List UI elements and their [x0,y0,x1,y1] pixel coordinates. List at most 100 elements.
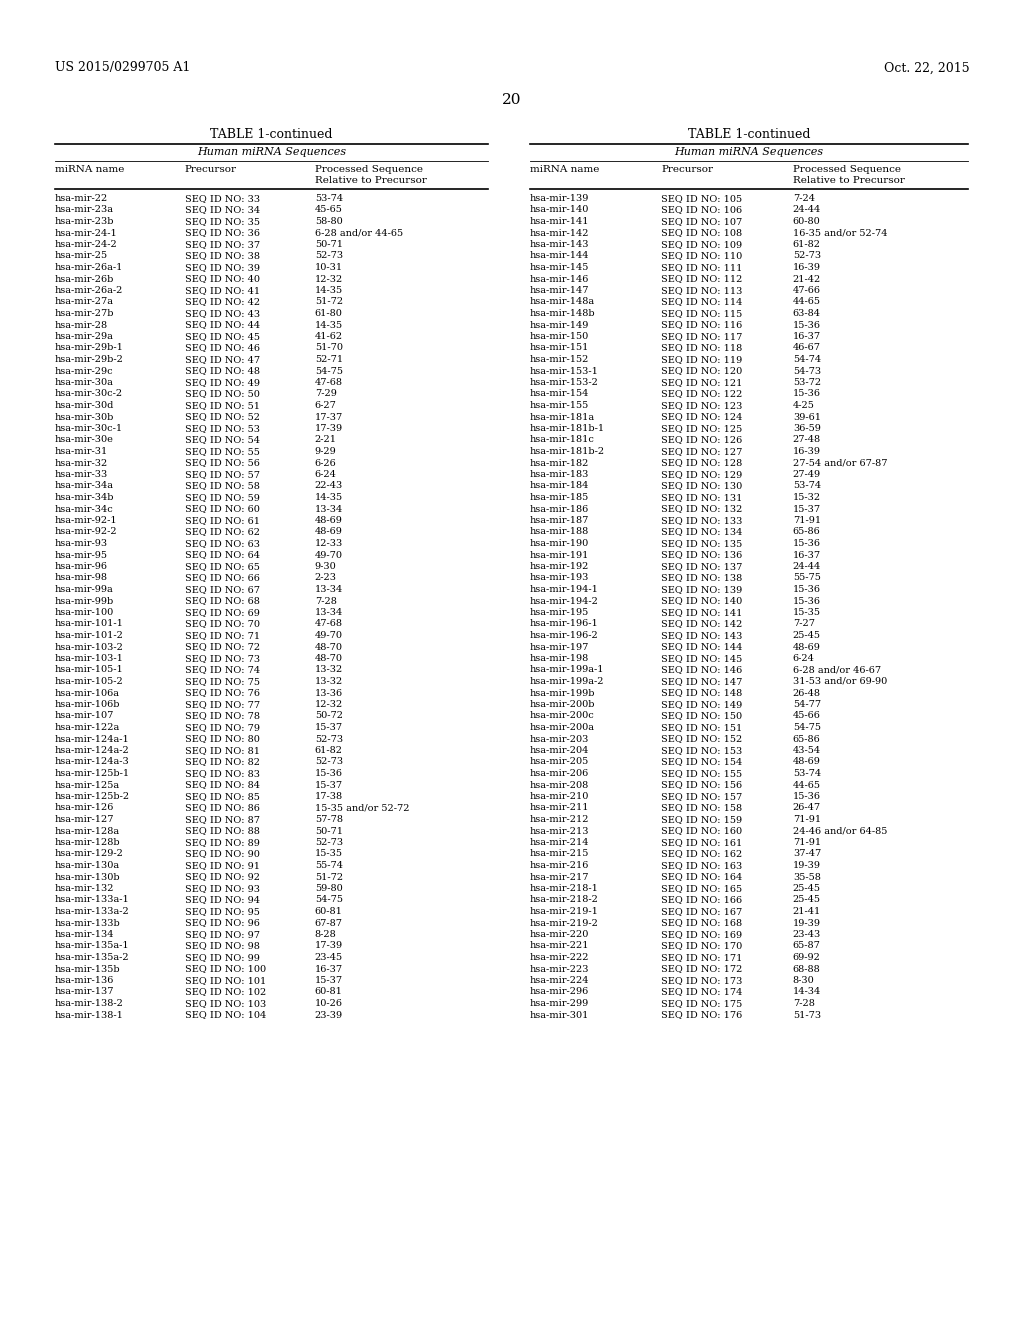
Text: SEQ ID NO: 133: SEQ ID NO: 133 [662,516,742,525]
Text: SEQ ID NO: 36: SEQ ID NO: 36 [185,228,260,238]
Text: SEQ ID NO: 127: SEQ ID NO: 127 [662,447,742,455]
Text: hsa-mir-30b: hsa-mir-30b [55,412,115,421]
Text: hsa-mir-34c: hsa-mir-34c [55,504,114,513]
Text: hsa-mir-216: hsa-mir-216 [530,861,590,870]
Text: SEQ ID NO: 132: SEQ ID NO: 132 [662,504,742,513]
Text: SEQ ID NO: 122: SEQ ID NO: 122 [662,389,742,399]
Text: 49-70: 49-70 [314,631,343,640]
Text: SEQ ID NO: 81: SEQ ID NO: 81 [185,746,260,755]
Text: 21-41: 21-41 [793,907,821,916]
Text: SEQ ID NO: 34: SEQ ID NO: 34 [185,206,260,214]
Text: 25-45: 25-45 [793,631,821,640]
Text: Human miRNA Sequences: Human miRNA Sequences [197,147,346,157]
Text: 50-72: 50-72 [314,711,343,721]
Text: hsa-mir-105-1: hsa-mir-105-1 [55,665,124,675]
Text: SEQ ID NO: 146: SEQ ID NO: 146 [662,665,742,675]
Text: 31-53 and/or 69-90: 31-53 and/or 69-90 [793,677,887,686]
Text: hsa-mir-212: hsa-mir-212 [530,814,590,824]
Text: hsa-mir-191: hsa-mir-191 [530,550,590,560]
Text: SEQ ID NO: 97: SEQ ID NO: 97 [185,931,260,939]
Text: SEQ ID NO: 83: SEQ ID NO: 83 [185,770,260,777]
Text: 2-21: 2-21 [314,436,337,445]
Text: hsa-mir-221: hsa-mir-221 [530,941,590,950]
Text: SEQ ID NO: 150: SEQ ID NO: 150 [662,711,742,721]
Text: hsa-mir-133a-1: hsa-mir-133a-1 [55,895,130,904]
Text: 52-73: 52-73 [314,252,343,260]
Text: 48-69: 48-69 [793,758,820,767]
Text: SEQ ID NO: 161: SEQ ID NO: 161 [662,838,742,847]
Text: hsa-mir-155: hsa-mir-155 [530,401,589,411]
Text: SEQ ID NO: 119: SEQ ID NO: 119 [662,355,742,364]
Text: SEQ ID NO: 91: SEQ ID NO: 91 [185,861,260,870]
Text: 23-45: 23-45 [314,953,343,962]
Text: 16-39: 16-39 [793,447,821,455]
Text: hsa-mir-126: hsa-mir-126 [55,804,115,813]
Text: 10-26: 10-26 [314,999,343,1008]
Text: 15-36: 15-36 [793,389,821,399]
Text: hsa-mir-103-1: hsa-mir-103-1 [55,653,124,663]
Text: hsa-mir-213: hsa-mir-213 [530,826,590,836]
Text: 60-81: 60-81 [314,907,343,916]
Text: hsa-mir-105-2: hsa-mir-105-2 [55,677,124,686]
Text: SEQ ID NO: 111: SEQ ID NO: 111 [662,263,742,272]
Text: SEQ ID NO: 69: SEQ ID NO: 69 [185,609,260,616]
Text: 13-32: 13-32 [314,677,343,686]
Text: 15-37: 15-37 [793,504,821,513]
Text: SEQ ID NO: 102: SEQ ID NO: 102 [185,987,266,997]
Text: SEQ ID NO: 40: SEQ ID NO: 40 [185,275,260,284]
Text: hsa-mir-125b-2: hsa-mir-125b-2 [55,792,130,801]
Text: 67-87: 67-87 [314,919,343,928]
Text: SEQ ID NO: 87: SEQ ID NO: 87 [185,814,260,824]
Text: 6-24: 6-24 [314,470,337,479]
Text: hsa-mir-142: hsa-mir-142 [530,228,590,238]
Text: 45-65: 45-65 [314,206,343,214]
Text: SEQ ID NO: 71: SEQ ID NO: 71 [185,631,260,640]
Text: hsa-mir-219-1: hsa-mir-219-1 [530,907,599,916]
Text: SEQ ID NO: 65: SEQ ID NO: 65 [185,562,260,572]
Text: hsa-mir-205: hsa-mir-205 [530,758,589,767]
Text: SEQ ID NO: 162: SEQ ID NO: 162 [662,850,742,858]
Text: 13-36: 13-36 [314,689,343,697]
Text: hsa-mir-183: hsa-mir-183 [530,470,590,479]
Text: hsa-mir-140: hsa-mir-140 [530,206,590,214]
Text: Processed Sequence
Relative to Precursor: Processed Sequence Relative to Precursor [793,165,904,185]
Text: hsa-mir-124a-1: hsa-mir-124a-1 [55,734,130,743]
Text: 52-73: 52-73 [314,734,343,743]
Text: hsa-mir-153-1: hsa-mir-153-1 [530,367,599,375]
Text: 53-72: 53-72 [793,378,821,387]
Text: 71-91: 71-91 [793,516,821,525]
Text: 6-28 and/or 44-65: 6-28 and/or 44-65 [314,228,402,238]
Text: 12-32: 12-32 [314,275,343,284]
Text: SEQ ID NO: 120: SEQ ID NO: 120 [662,367,742,375]
Text: hsa-mir-194-1: hsa-mir-194-1 [530,585,599,594]
Text: 16-37: 16-37 [793,550,821,560]
Text: 54-74: 54-74 [793,355,821,364]
Text: SEQ ID NO: 59: SEQ ID NO: 59 [185,492,260,502]
Text: SEQ ID NO: 46: SEQ ID NO: 46 [185,343,260,352]
Text: 19-39: 19-39 [793,919,821,928]
Text: 27-54 and/or 67-87: 27-54 and/or 67-87 [793,458,888,467]
Text: SEQ ID NO: 159: SEQ ID NO: 159 [662,814,742,824]
Text: hsa-mir-27b: hsa-mir-27b [55,309,115,318]
Text: hsa-mir-135a-1: hsa-mir-135a-1 [55,941,130,950]
Text: TABLE 1-continued: TABLE 1-continued [688,128,810,141]
Text: hsa-mir-29b-1: hsa-mir-29b-1 [55,343,124,352]
Text: hsa-mir-127: hsa-mir-127 [55,814,115,824]
Text: hsa-mir-147: hsa-mir-147 [530,286,590,294]
Text: hsa-mir-204: hsa-mir-204 [530,746,590,755]
Text: 19-39: 19-39 [793,861,821,870]
Text: hsa-mir-154: hsa-mir-154 [530,389,590,399]
Text: hsa-mir-150: hsa-mir-150 [530,333,589,341]
Text: 13-32: 13-32 [314,665,343,675]
Text: miRNA name: miRNA name [530,165,599,174]
Text: SEQ ID NO: 143: SEQ ID NO: 143 [662,631,742,640]
Text: SEQ ID NO: 99: SEQ ID NO: 99 [185,953,260,962]
Text: hsa-mir-95: hsa-mir-95 [55,550,108,560]
Text: 7-24: 7-24 [793,194,815,203]
Text: SEQ ID NO: 49: SEQ ID NO: 49 [185,378,260,387]
Text: 61-82: 61-82 [793,240,821,249]
Text: hsa-mir-26a-1: hsa-mir-26a-1 [55,263,123,272]
Text: hsa-mir-125b-1: hsa-mir-125b-1 [55,770,130,777]
Text: 48-70: 48-70 [314,643,343,652]
Text: 15-37: 15-37 [314,780,343,789]
